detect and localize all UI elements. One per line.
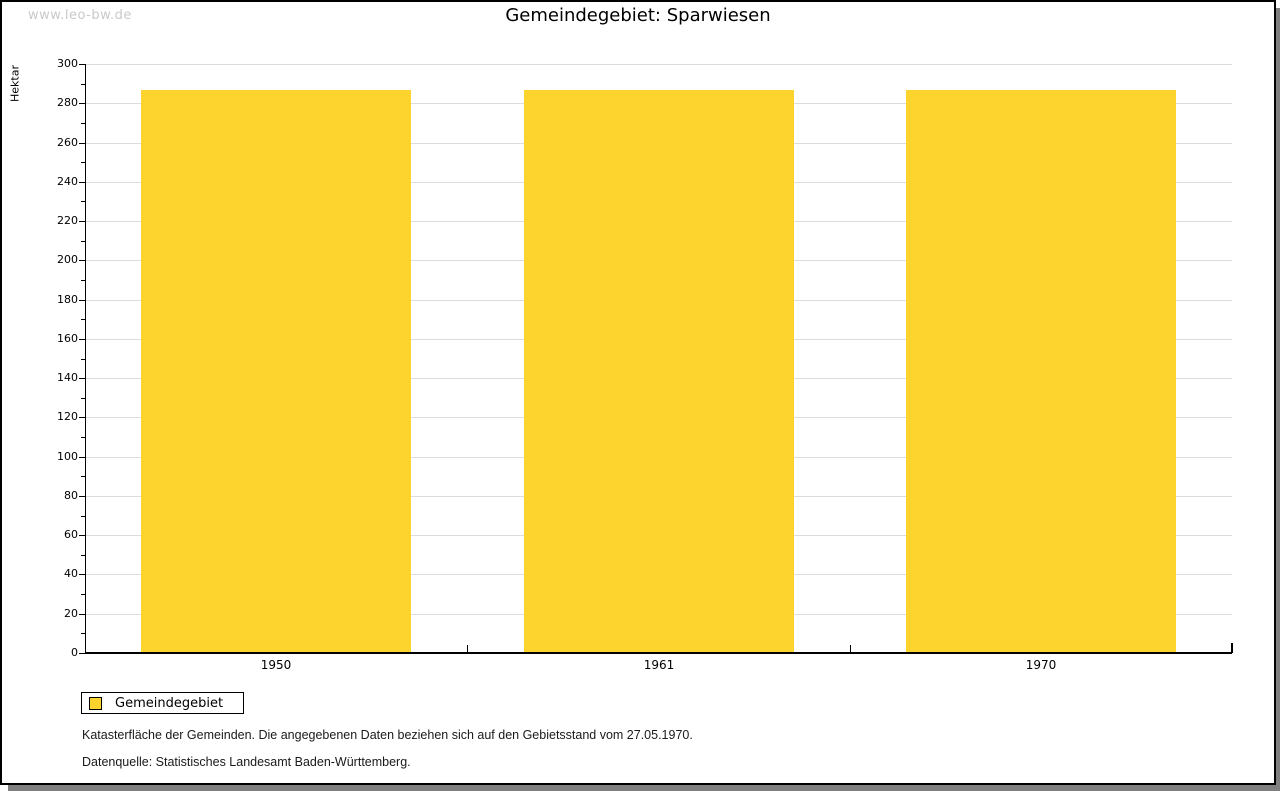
y-minor-tick	[81, 123, 85, 124]
y-tick-label: 180	[57, 293, 78, 306]
y-minor-tick	[81, 555, 85, 556]
y-tick-label: 220	[57, 214, 78, 227]
y-major-tick	[79, 653, 85, 654]
y-minor-tick	[81, 319, 85, 320]
y-minor-tick	[81, 280, 85, 281]
y-major-tick	[79, 221, 85, 222]
x-tick-label-1950: 1950	[260, 658, 292, 672]
x-axis-end-tick	[1231, 643, 1233, 653]
legend-box: Gemeindegebiet	[81, 692, 245, 714]
y-tick-label: 140	[57, 371, 78, 384]
y-minor-tick	[81, 476, 85, 477]
y-tick-label: 260	[57, 136, 78, 149]
y-minor-tick	[81, 633, 85, 634]
y-major-tick	[79, 496, 85, 497]
footnote-data-source: Datenquelle: Statistisches Landesamt Bad…	[82, 755, 411, 769]
y-tick-label: 40	[64, 567, 78, 580]
legend-color-swatch	[89, 696, 102, 710]
footnote-source-note: Katasterfläche der Gemeinden. Die angege…	[82, 728, 693, 742]
gridline	[85, 64, 1232, 65]
y-minor-tick	[81, 398, 85, 399]
y-tick-label: 20	[64, 607, 78, 620]
y-tick-label: 120	[57, 410, 78, 423]
y-major-tick	[79, 457, 85, 458]
y-tick-label: 160	[57, 332, 78, 345]
x-boundary-tick	[850, 645, 851, 653]
y-tick-label: 80	[64, 489, 78, 502]
x-tick-label-1970: 1970	[1025, 658, 1057, 672]
bar-1970	[906, 90, 1176, 653]
legend-label: Gemeindegebiet	[115, 695, 224, 711]
y-major-tick	[79, 260, 85, 261]
y-minor-tick	[81, 594, 85, 595]
y-major-tick	[79, 574, 85, 575]
y-tick-label: 200	[57, 253, 78, 266]
chart-title: Gemeindegebiet: Sparwiesen	[505, 5, 771, 26]
watermark: www.leo-bw.de	[28, 8, 132, 23]
x-axis-line	[85, 652, 1232, 654]
y-major-tick	[79, 182, 85, 183]
y-minor-tick	[81, 84, 85, 85]
bar-1950	[141, 90, 411, 653]
bar-1961	[524, 90, 794, 653]
y-major-tick	[79, 417, 85, 418]
y-minor-tick	[81, 201, 85, 202]
y-major-tick	[79, 64, 85, 65]
y-major-tick	[79, 535, 85, 536]
y-tick-label: 0	[71, 646, 78, 659]
x-tick-label-1961: 1961	[643, 658, 675, 672]
y-major-tick	[79, 614, 85, 615]
y-minor-tick	[81, 162, 85, 163]
y-tick-label: 300	[57, 57, 78, 70]
y-minor-tick	[81, 359, 85, 360]
y-major-tick	[79, 339, 85, 340]
y-minor-tick	[81, 516, 85, 517]
y-major-tick	[79, 378, 85, 379]
y-major-tick	[79, 300, 85, 301]
x-boundary-tick	[467, 645, 468, 653]
y-tick-label: 100	[57, 450, 78, 463]
y-tick-label: 60	[64, 528, 78, 541]
y-tick-label: 240	[57, 175, 78, 188]
y-major-tick	[79, 103, 85, 104]
y-major-tick	[79, 143, 85, 144]
y-minor-tick	[81, 437, 85, 438]
y-minor-tick	[81, 241, 85, 242]
plot-area	[85, 64, 1232, 653]
y-axis-line	[85, 64, 86, 653]
y-tick-label: 280	[57, 96, 78, 109]
